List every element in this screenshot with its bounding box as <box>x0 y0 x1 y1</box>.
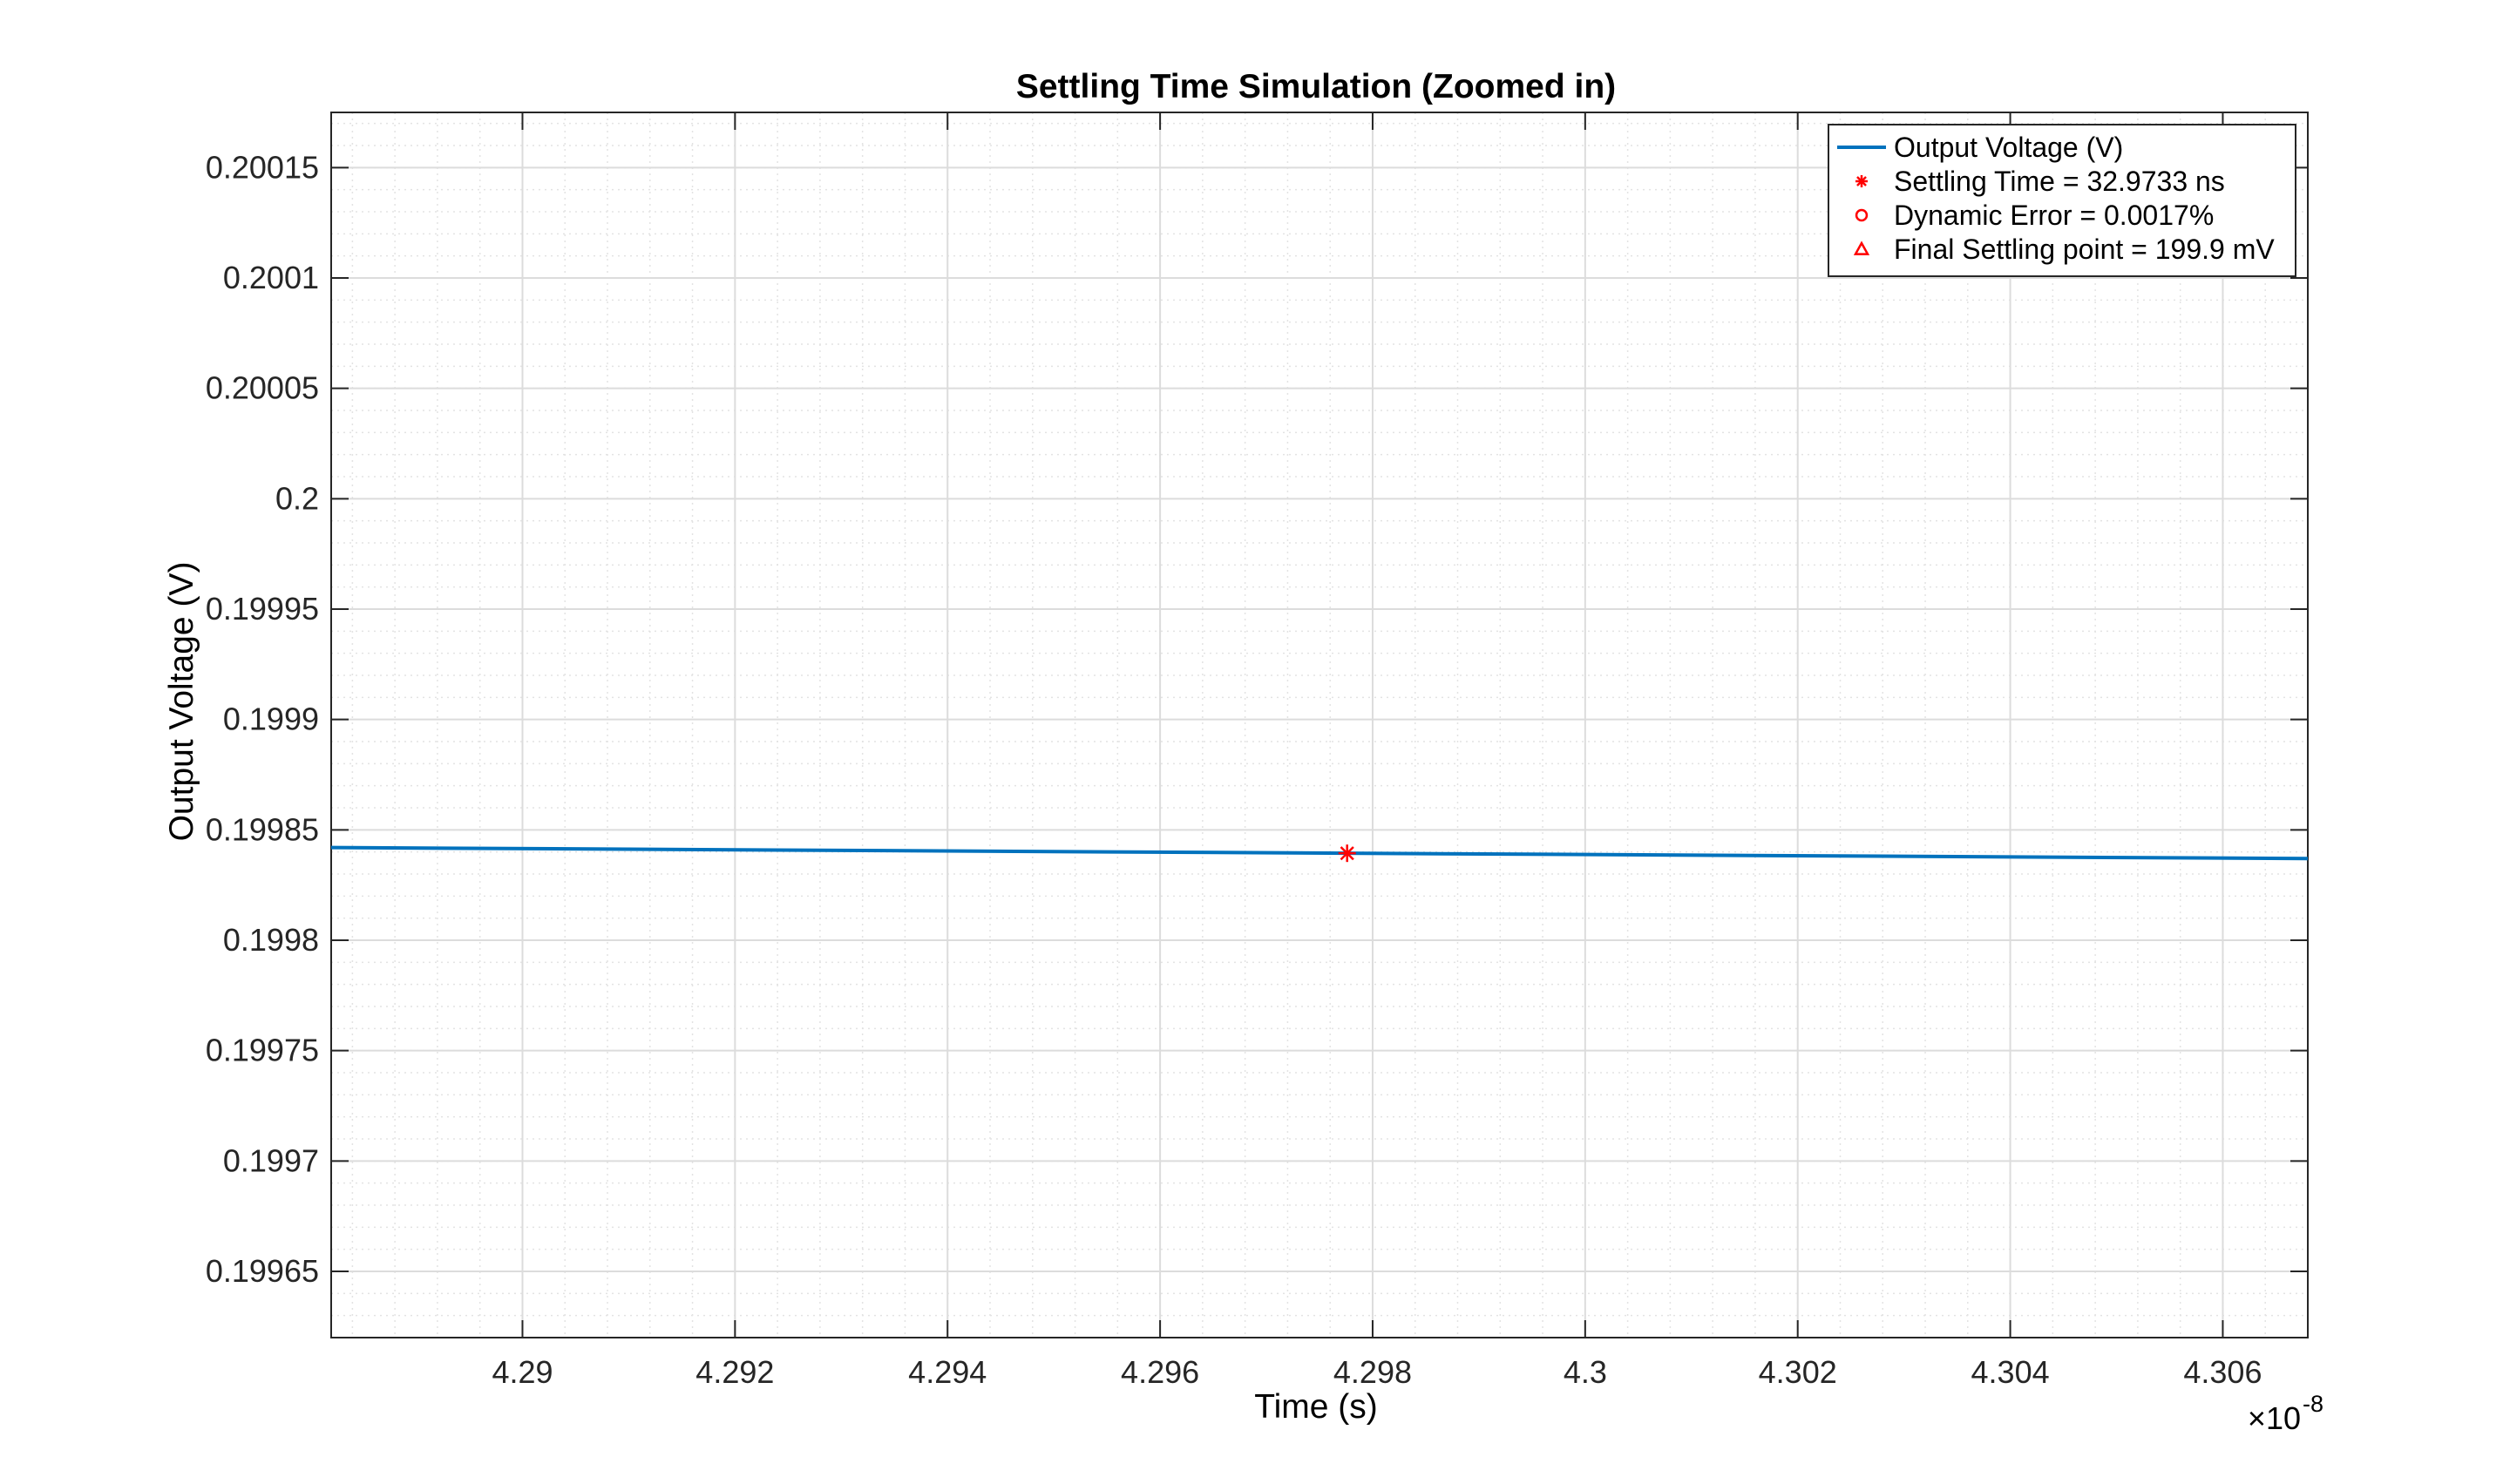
y-tick-label: 0.19995 <box>206 591 319 627</box>
legend-entry: Settling Time = 32.9733 ns <box>1855 166 2225 197</box>
y-tick-label: 0.19965 <box>206 1253 319 1289</box>
legend-entry: Output Voltage (V) <box>1837 132 2123 163</box>
legend-marker-triangle <box>1853 241 1870 255</box>
y-tick-label: 0.1997 <box>223 1142 319 1178</box>
legend-entry: Dynamic Error = 0.0017% <box>1855 200 2214 231</box>
legend-label: Settling Time = 32.9733 ns <box>1894 166 2225 197</box>
y-tick-label: 0.20015 <box>206 149 319 185</box>
x-tick-label: 4.302 <box>1759 1354 1837 1390</box>
x-tick-label: 4.292 <box>695 1354 774 1390</box>
asterisk-stroke <box>1340 846 1354 861</box>
data-marker-asterisk <box>1338 844 1356 863</box>
x-exponent-base: ×10 <box>2248 1400 2301 1436</box>
y-tick-label: 0.2001 <box>223 260 319 295</box>
x-tick-label: 4.296 <box>1121 1354 1199 1390</box>
x-axis-label: Time (s) <box>1254 1388 1378 1426</box>
legend-marker-circle <box>1855 208 1869 222</box>
x-tick-label: 4.304 <box>1971 1354 2050 1390</box>
legend-label: Dynamic Error = 0.0017% <box>1894 200 2214 231</box>
x-tick-label: 4.29 <box>492 1354 553 1390</box>
x-tick-label: 4.306 <box>2183 1354 2262 1390</box>
y-tick-labels: 0.19965 0.1997 0.19975 0.1998 0.19985 0.1999 0… <box>206 149 319 1289</box>
legend-entry: Final Settling point = 199.9 mV <box>1853 234 2275 265</box>
asterisk-stroke <box>1856 176 1867 186</box>
axes <box>330 112 2309 1338</box>
x-tick-labels: 4.29 4.292 4.294 4.296 4.298 4.3 4.302 4.304 4.3… <box>492 1354 2262 1390</box>
y-tick-label: 0.1998 <box>223 922 319 958</box>
x-tick-label: 4.294 <box>908 1354 987 1390</box>
y-tick-label: 0.2 <box>275 480 319 516</box>
legend-label: Output Voltage (V) <box>1894 132 2123 163</box>
y-tick-label: 0.19975 <box>206 1033 319 1068</box>
legend-label: Final Settling point = 199.9 mV <box>1894 234 2275 265</box>
legend: Output Voltage (V)Settling Time = 32.973… <box>1828 124 2296 277</box>
x-tick-label: 4.298 <box>1333 1354 1412 1390</box>
series-line-output-voltage <box>330 845 2309 861</box>
grid <box>331 112 2309 1338</box>
plot-data <box>330 844 2309 863</box>
x-exponent-power: -8 <box>2303 1391 2323 1417</box>
x-tick-label: 4.3 <box>1564 1354 1607 1390</box>
x-axis-exponent: ×10 -8 <box>2248 1391 2323 1436</box>
y-tick-label: 0.20005 <box>206 370 319 406</box>
chart-title: Settling Time Simulation (Zoomed in) <box>1016 68 1616 105</box>
axes-box <box>330 112 2309 1338</box>
legend-marker-asterisk <box>1855 175 1868 187</box>
legend-box <box>1828 124 2296 277</box>
y-tick-label: 0.19985 <box>206 811 319 847</box>
y-axis-label: Output Voltage (V) <box>163 562 200 842</box>
y-tick-label: 0.1999 <box>223 701 319 737</box>
